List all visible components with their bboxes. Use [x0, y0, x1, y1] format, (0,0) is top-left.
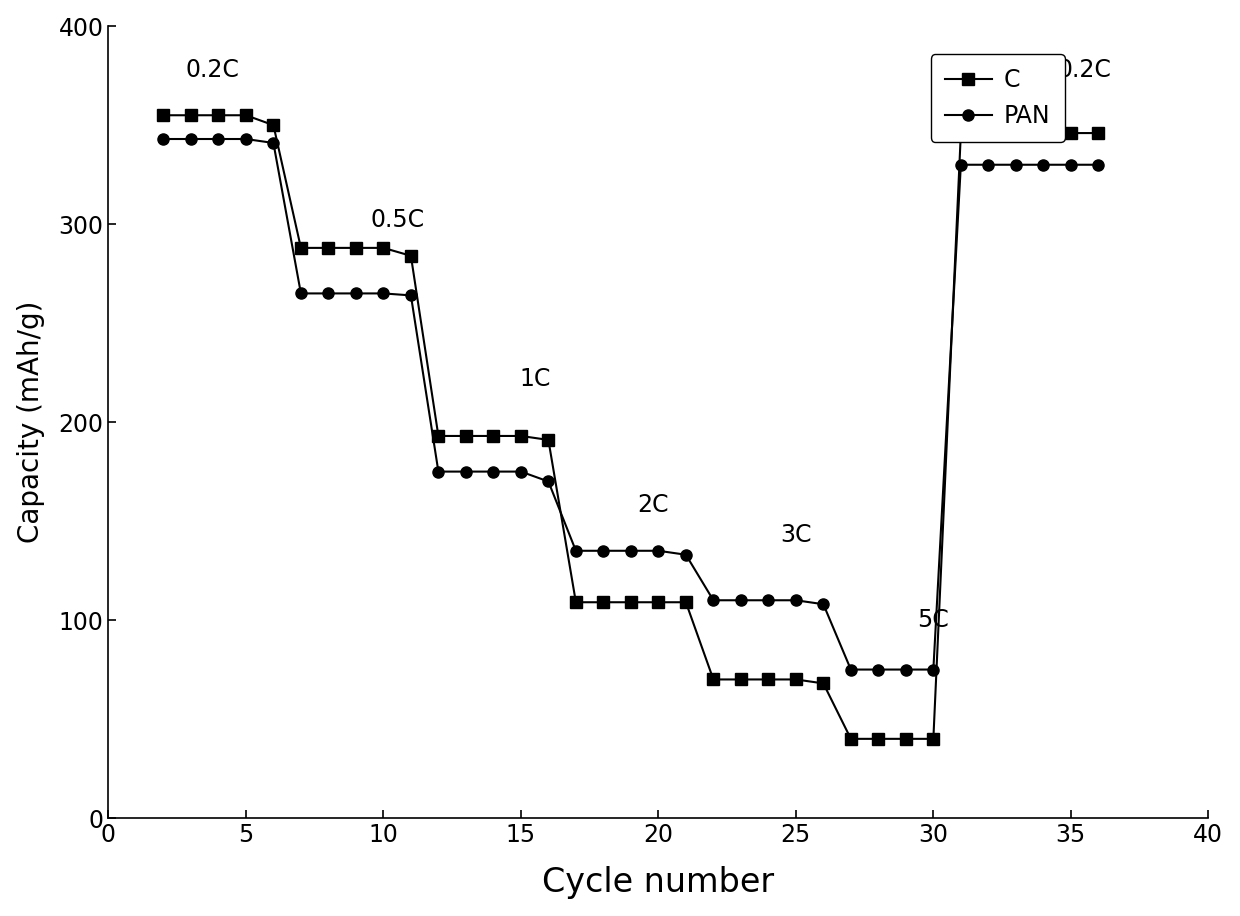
C	[1064, 127, 1079, 138]
PAN	[733, 594, 748, 605]
PAN	[294, 288, 309, 299]
PAN	[870, 664, 885, 675]
C	[678, 596, 693, 607]
C	[789, 674, 804, 685]
C	[1091, 127, 1106, 138]
C	[954, 127, 968, 138]
C	[899, 734, 914, 745]
Text: 1C: 1C	[520, 366, 551, 390]
Legend: C, PAN: C, PAN	[930, 54, 1064, 142]
PAN	[568, 545, 583, 556]
C	[459, 431, 474, 442]
C	[294, 243, 309, 254]
C	[926, 734, 941, 745]
C	[624, 596, 639, 607]
C	[184, 110, 198, 121]
PAN	[651, 545, 666, 556]
C	[513, 431, 528, 442]
PAN	[596, 545, 611, 556]
C	[1035, 127, 1050, 138]
C	[816, 678, 831, 689]
Text: 5C: 5C	[918, 608, 950, 632]
C	[211, 110, 226, 121]
C	[376, 243, 391, 254]
Text: 0.5C: 0.5C	[370, 208, 424, 232]
C	[238, 110, 253, 121]
X-axis label: Cycle number: Cycle number	[542, 867, 775, 900]
PAN	[1008, 159, 1023, 170]
PAN	[954, 159, 968, 170]
C	[348, 243, 363, 254]
PAN	[265, 137, 280, 148]
PAN	[459, 466, 474, 477]
PAN	[761, 594, 776, 605]
PAN	[432, 466, 446, 477]
Text: 2C: 2C	[637, 493, 668, 518]
C	[541, 434, 556, 445]
Text: 3C: 3C	[780, 523, 812, 547]
C	[321, 243, 336, 254]
PAN	[513, 466, 528, 477]
Text: 0.2C: 0.2C	[1058, 58, 1111, 82]
C	[1008, 127, 1023, 138]
PAN	[184, 134, 198, 145]
PAN	[376, 288, 391, 299]
PAN	[156, 134, 171, 145]
PAN	[348, 288, 363, 299]
C	[403, 250, 418, 261]
PAN	[403, 289, 418, 300]
C	[568, 596, 583, 607]
PAN	[926, 664, 941, 675]
Line: C: C	[157, 110, 1104, 745]
C	[733, 674, 748, 685]
PAN	[843, 664, 858, 675]
PAN	[541, 476, 556, 487]
C	[265, 120, 280, 131]
C	[432, 431, 446, 442]
PAN	[238, 134, 253, 145]
PAN	[678, 550, 693, 561]
PAN	[624, 545, 639, 556]
C	[596, 596, 611, 607]
C	[706, 674, 720, 685]
PAN	[486, 466, 501, 477]
PAN	[1064, 159, 1079, 170]
PAN	[789, 594, 804, 605]
C	[843, 734, 858, 745]
C	[486, 431, 501, 442]
C	[981, 127, 996, 138]
C	[156, 110, 171, 121]
PAN	[816, 599, 831, 610]
PAN	[1091, 159, 1106, 170]
C	[870, 734, 885, 745]
C	[761, 674, 776, 685]
Y-axis label: Capacity (mAh/g): Capacity (mAh/g)	[16, 301, 45, 543]
PAN	[321, 288, 336, 299]
Text: 0.2C: 0.2C	[186, 58, 239, 82]
Line: PAN: PAN	[157, 134, 1104, 675]
PAN	[981, 159, 996, 170]
PAN	[899, 664, 914, 675]
C	[651, 596, 666, 607]
PAN	[706, 594, 720, 605]
PAN	[1035, 159, 1050, 170]
PAN	[211, 134, 226, 145]
